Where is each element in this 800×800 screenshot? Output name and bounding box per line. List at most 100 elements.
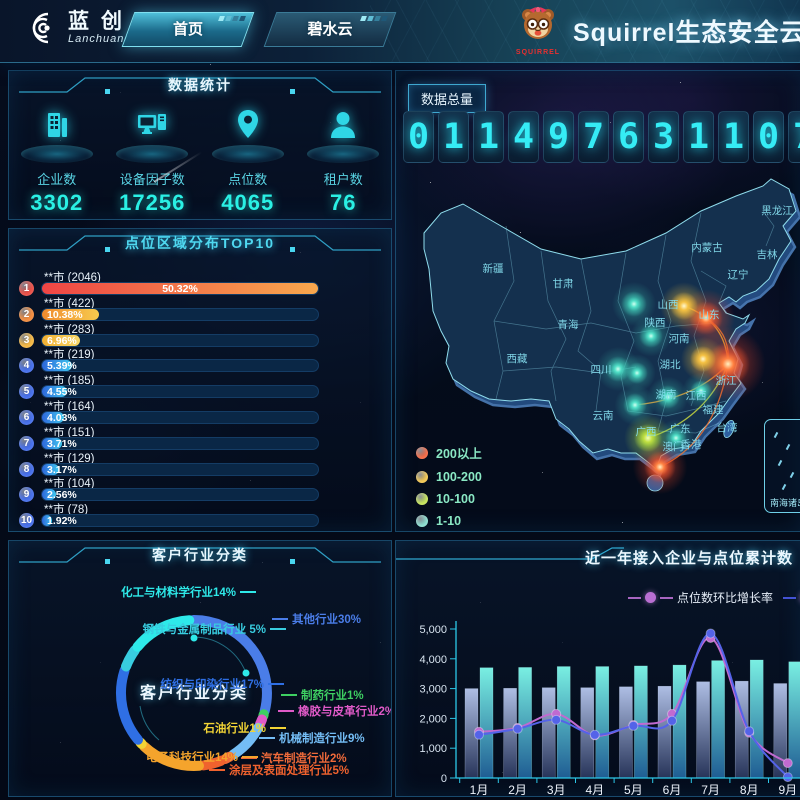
bar-fill [42,411,65,423]
y-axis-tick: 0 [441,773,447,785]
line-point [551,714,562,725]
donut-segment [188,614,272,716]
top-header: 蓝创 Lanchuang 首页 碧水云 [0,0,800,63]
industry-label: 制药行业1% [281,687,364,703]
user-icon [331,112,356,138]
rank-badge: 2 [19,306,34,322]
label-connector [241,757,257,759]
province-label: 香港 [681,439,702,451]
map-marker [626,362,648,384]
industry-label: 石油行业1% [203,720,286,736]
label-connector [209,769,225,771]
counter-digit: 1 [718,111,749,163]
top10-row: **市 (151) 7 3.71% [9,424,391,451]
bar-series-1-bar [657,685,672,779]
industry-label-text: 纺织与印染行业17% [160,679,264,691]
stat-label: 点位数 [228,172,268,187]
x-axis-label: 1月 [470,783,489,796]
donut-center-label: 客户行业分类 [139,685,248,702]
industry-panel: 客户行业分类 客户行业分类 其他行业30% 制药行业1% 橡胶与皮革行业2% 机械制造… [8,540,392,797]
map-marker [690,380,712,402]
bar-track: 4.55% [41,385,319,399]
industry-label-text: 电子科技行业14% [145,752,238,764]
bar-series-1-bar [503,688,517,779]
top10-row-label: **市 (219) [44,349,95,362]
province-label: 浙江 [716,375,737,387]
label-connector [278,710,294,712]
stat-label: 租户数 [323,172,363,187]
province-label: 湖北 [660,359,681,371]
bar-percent: 5.39% [47,360,77,373]
line-point [628,720,639,731]
logo-subtitle: Lanchuang [68,33,132,45]
stats-panel-title: 数据统计 [168,77,232,93]
label-connector [259,737,275,739]
counter-digit: 7 [788,111,800,163]
top10-row: **市 (78) 10 1.92% [9,501,391,529]
legend-dot [416,515,428,527]
stat-points: 点位数 4065 [204,107,292,216]
province-label: 西藏 [507,353,528,365]
province-label: 辽宁 [728,268,749,281]
x-axis-label: 4月 [585,783,604,796]
rank-badge: 5 [19,384,34,400]
map-marker [656,385,680,409]
counter-digit: 1 [438,111,469,163]
map-marker [634,424,662,452]
panel-header-bracket [19,235,381,252]
x-axis-label: 6月 [663,783,682,796]
x-axis-label: 8月 [740,783,759,796]
legend-label: 200以上 [436,447,482,461]
bar-series-1-bar [619,686,633,779]
stat-value: 76 [330,190,357,215]
y-axis-tick: 1,000 [419,743,447,755]
trend-legend-item[interactable]: 点位数环比增长率 [627,589,773,606]
squirrel-icon [522,6,554,39]
bar-percent: 50.32% [162,283,198,295]
top10-row-label: **市 (129) [44,452,95,465]
legend-label: 点位数环比增长率 [676,591,773,605]
pedestal-decoration [307,145,380,163]
stat-label: 设备因子数 [119,172,185,187]
y-axis-tick: 5,000 [419,624,447,636]
counter-digit: 9 [543,111,574,163]
building-icon [47,113,67,137]
bar-percent: 3.71% [47,437,77,450]
trend-legend-item[interactable] [783,592,800,603]
top10-row-label: **市 (422) [44,297,95,310]
province-label: 福建 [703,403,724,416]
bar-fill [42,515,53,527]
tab-bishuiyun[interactable]: 碧水云 [263,12,397,47]
legend-dot [416,471,428,483]
rank-badge: 4 [19,358,34,374]
line-point [705,628,716,639]
map-markers [595,281,766,495]
bar-percent: 2.56% [47,489,77,502]
trend-combo-chart: 0 1,000 2,000 3,000 4,000 5,000 1月 2月 3月 4月 5月 6月 7月… [419,621,800,796]
province-label: 新疆 [483,262,504,275]
province-label: 内蒙古 [691,241,723,254]
top10-row: **市 (422) 2 10.38% [9,295,391,322]
top10-row: **市 (129) 8 3.17% [9,450,391,477]
map-legend-item: 1-10 [416,514,482,528]
counter-digit: 6 [613,111,644,163]
counter-digit: 0 [403,111,434,163]
stat-value: 4065 [221,190,275,215]
industry-label: 机械制造行业9% [259,730,365,746]
industry-label: 化工与材料学行业14% [121,584,256,600]
line-point [474,729,484,740]
bar-series-2-bar [479,667,494,779]
province-label: 河南 [669,332,690,345]
line-point [512,723,523,734]
mascot-label: SQUIRREL [515,49,561,56]
pixel-blocks-decoration [218,16,246,21]
tab-home[interactable]: 首页 [121,12,255,47]
bar-fill [42,308,99,320]
trend-header-line [396,547,624,560]
bar-track: 10.38% [41,307,319,321]
industry-label: 涂层及表面处理行业5% [209,762,349,778]
top10-row-label: **市 (283) [44,323,95,336]
province-label: 青海 [558,318,579,331]
